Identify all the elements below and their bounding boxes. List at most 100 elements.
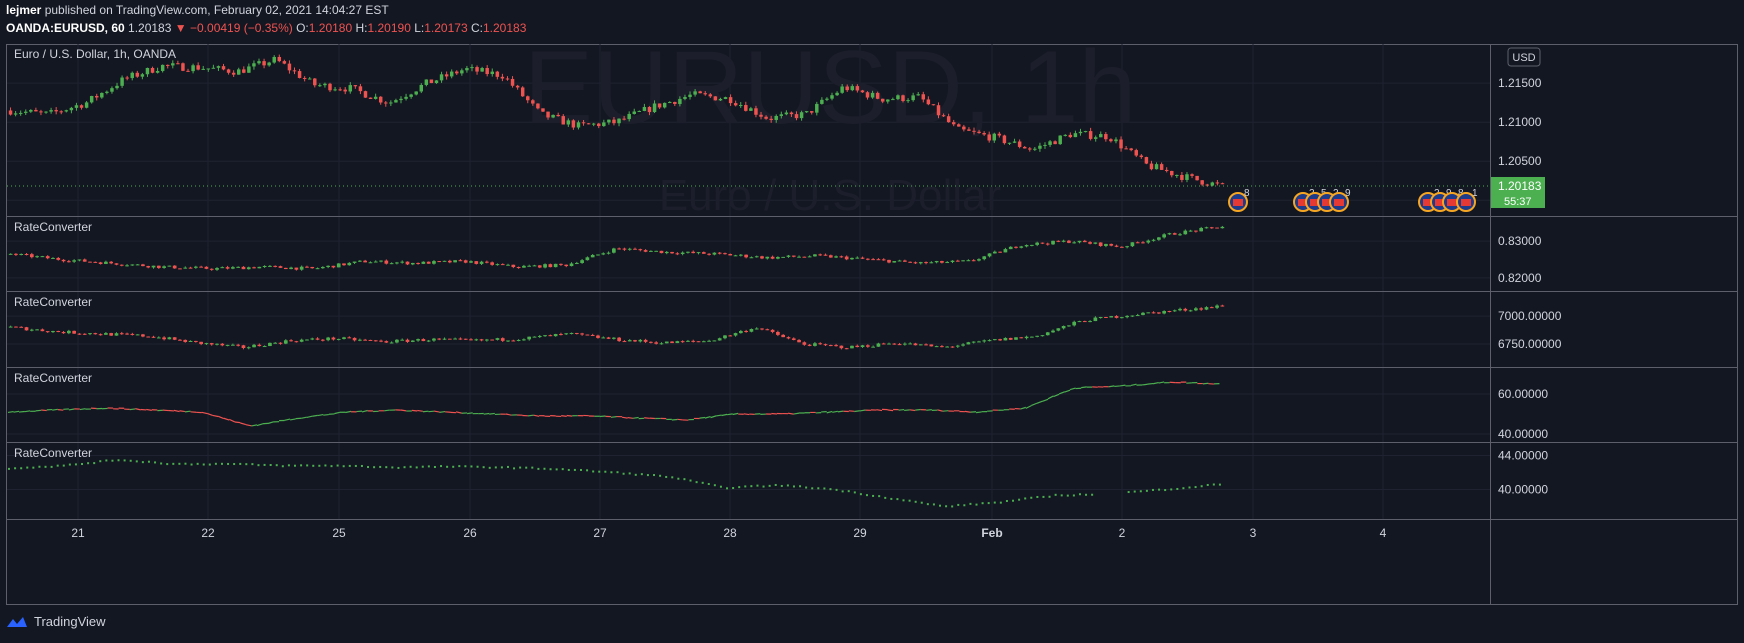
dot-marker — [1176, 487, 1179, 490]
line-segment — [52, 408, 58, 411]
line-segment — [533, 414, 540, 417]
footer-brand: TradingView — [34, 614, 106, 629]
candle-body — [977, 341, 981, 343]
dot-marker — [141, 461, 144, 464]
time-axis-label: 27 — [593, 526, 607, 540]
candle-body — [315, 338, 320, 340]
candle-body — [515, 85, 520, 88]
candle-body — [416, 339, 420, 341]
candle-body — [652, 103, 657, 113]
event-badge[interactable]: 1 — [1456, 188, 1478, 212]
dot-marker — [713, 484, 716, 487]
candle-body — [98, 262, 103, 264]
candle-body — [201, 68, 205, 70]
candle-body — [786, 337, 791, 339]
dot-marker — [458, 465, 461, 468]
candle-body — [241, 266, 246, 270]
candle-body — [98, 334, 103, 336]
line-segment — [129, 408, 136, 411]
candle-body — [712, 252, 717, 255]
line-segment — [1141, 383, 1148, 386]
candle-body — [850, 345, 854, 349]
event-badge[interactable]: 8 — [1228, 188, 1250, 212]
dot-marker — [884, 496, 887, 499]
dot-marker — [805, 486, 808, 489]
high-value: 1.20190 — [367, 21, 411, 35]
candle-body — [1190, 174, 1194, 176]
candle-body — [632, 111, 636, 114]
candle-body — [363, 339, 368, 341]
candle-body — [982, 133, 986, 135]
candle-body — [961, 260, 965, 262]
candle-body — [469, 261, 473, 263]
candle-body — [649, 250, 653, 252]
candle-body — [574, 262, 579, 264]
candle-body — [668, 101, 672, 103]
candle-body — [429, 79, 434, 84]
line-segment — [251, 424, 258, 427]
candle-body — [305, 339, 309, 341]
dot-marker — [1194, 486, 1197, 489]
candle-body — [74, 105, 79, 108]
dot-marker — [482, 466, 485, 469]
down-arrow-icon: ▼ — [174, 21, 187, 35]
candle-body — [342, 337, 346, 339]
line-segment — [832, 410, 838, 413]
dot-marker — [488, 466, 491, 469]
dot-marker — [257, 464, 260, 467]
dot-marker — [1212, 483, 1215, 486]
candle-body — [1162, 234, 1166, 238]
candle-body — [320, 267, 325, 269]
dot-marker — [640, 473, 643, 476]
pane-dividers — [6, 44, 1738, 605]
line-segment — [19, 410, 25, 413]
candle-body — [437, 261, 442, 263]
candle-body — [310, 338, 315, 340]
candle-body — [967, 129, 971, 131]
candle-body — [432, 261, 436, 264]
candle-body — [828, 345, 833, 347]
tradingview-footer[interactable]: TradingView — [6, 614, 106, 629]
dot-marker — [1054, 493, 1057, 496]
candle-body — [188, 267, 193, 269]
dot-marker — [969, 502, 972, 505]
dot-marker — [1066, 494, 1069, 497]
candle-body — [1146, 312, 1151, 314]
line-segment — [290, 418, 296, 421]
candle-body — [378, 96, 383, 103]
event-badges[interactable]: 825292981 — [1228, 188, 1478, 212]
candle-body — [764, 116, 768, 119]
candle-body — [601, 337, 606, 339]
dot-marker — [1085, 493, 1088, 496]
candle-body — [72, 330, 76, 334]
candle-body — [1088, 131, 1093, 139]
candle-body — [283, 267, 288, 270]
candle-body — [647, 107, 652, 113]
candle-body — [543, 264, 547, 268]
currency-button[interactable] — [1507, 47, 1541, 67]
candle-body — [797, 339, 801, 343]
candle-body — [934, 346, 939, 348]
line-segment — [926, 409, 932, 411]
line-segment — [229, 418, 236, 423]
candle-body — [870, 92, 875, 98]
line-segment — [837, 410, 844, 413]
line-segment — [7, 410, 14, 414]
candle-body — [1109, 139, 1113, 142]
candle-body — [774, 115, 778, 120]
candle-body — [458, 338, 463, 340]
candle-body — [282, 61, 287, 64]
candle-body — [760, 328, 764, 330]
line-segment — [621, 416, 628, 419]
candle-body — [1157, 237, 1161, 240]
dot-marker — [38, 465, 41, 468]
candle-body — [892, 261, 897, 263]
candle-body — [951, 122, 956, 125]
dot-marker — [227, 462, 230, 465]
pane-legend: RateConverter — [14, 220, 92, 234]
candle-body — [379, 340, 383, 342]
event-badge[interactable]: 9 — [1329, 188, 1351, 212]
dot-marker — [281, 465, 284, 468]
line-segment — [201, 411, 208, 415]
